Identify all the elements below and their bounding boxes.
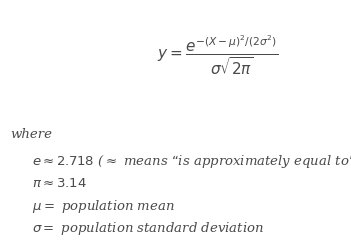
- Text: $\sigma =$ population standard deviation: $\sigma =$ population standard deviation: [32, 220, 263, 237]
- Text: $e \approx 2.718$ ($\approx$ means “is approximately equal to”): $e \approx 2.718$ ($\approx$ means “is a…: [32, 153, 351, 170]
- Text: $\pi \approx 3.14$: $\pi \approx 3.14$: [32, 177, 87, 190]
- Text: where: where: [11, 128, 53, 141]
- Text: $y = \dfrac{e^{-(X-\mu)^2/(2\sigma^2)}}{\sigma\sqrt{2\pi}}$: $y = \dfrac{e^{-(X-\mu)^2/(2\sigma^2)}}{…: [157, 33, 278, 77]
- Text: $\mu =$ population mean: $\mu =$ population mean: [32, 198, 174, 215]
